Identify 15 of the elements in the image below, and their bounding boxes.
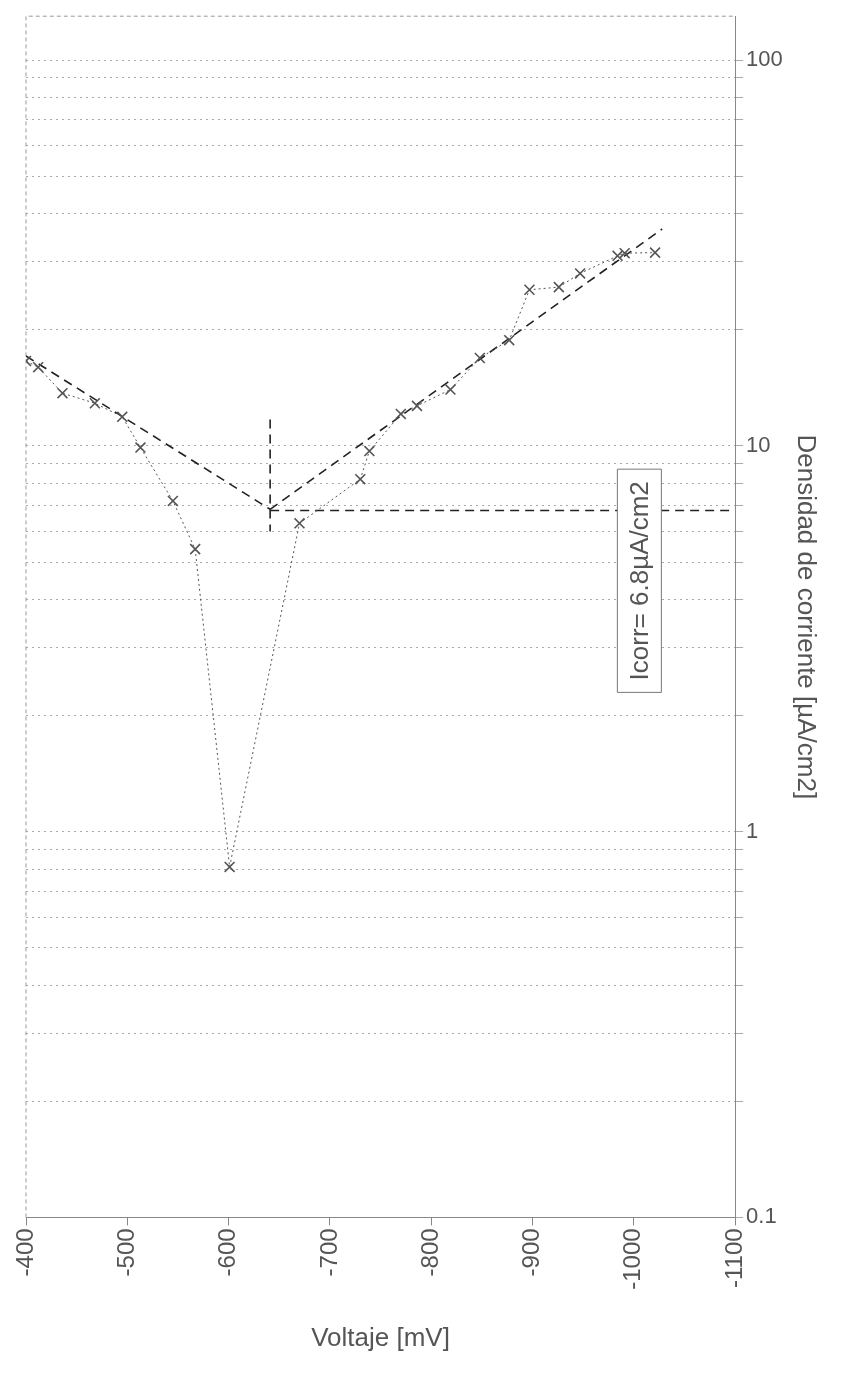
x-axis-title: Voltaje [mV] bbox=[311, 1321, 450, 1352]
y-tick-label: 10 bbox=[746, 431, 771, 457]
x-tick-label: -400 bbox=[10, 1228, 38, 1277]
y-tick-label: 100 bbox=[746, 46, 783, 72]
x-tick-label: -500 bbox=[111, 1228, 139, 1277]
x-tick-label: -600 bbox=[213, 1228, 241, 1277]
x-tick-label: -800 bbox=[415, 1228, 443, 1277]
y-tick-label: 0.1 bbox=[746, 1203, 777, 1229]
y-tick-label: 1 bbox=[746, 817, 759, 843]
x-tick-label: -700 bbox=[314, 1228, 342, 1277]
x-tick-label: -1100 bbox=[719, 1228, 747, 1289]
x-tick-label: -1000 bbox=[618, 1228, 646, 1290]
annotation: Icorr= 6.8µA/cm2 bbox=[623, 481, 654, 681]
x-tick-label: -900 bbox=[517, 1228, 545, 1277]
y-axis-title: Densidad de corriente [µA/cm2] bbox=[792, 434, 823, 800]
